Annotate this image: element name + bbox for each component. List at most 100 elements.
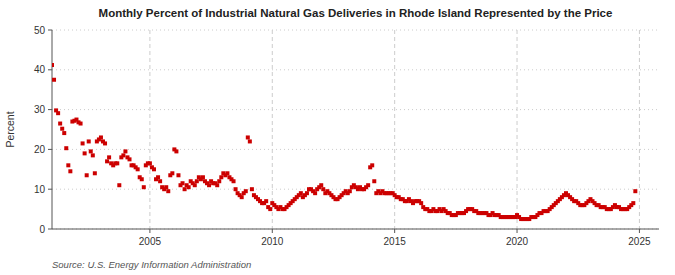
point	[66, 163, 70, 167]
point	[225, 171, 229, 175]
x-axis-line	[52, 229, 659, 230]
y-tick-label: 20	[34, 144, 46, 155]
y-tick	[48, 189, 52, 190]
point	[232, 179, 236, 183]
y-tick-label: 0	[39, 224, 45, 235]
x-tick	[272, 229, 273, 233]
point	[81, 141, 85, 145]
point	[366, 183, 370, 187]
point	[107, 155, 111, 159]
point	[195, 179, 199, 183]
x-tick-label: 2020	[506, 236, 529, 247]
point	[142, 185, 146, 189]
point	[64, 146, 68, 150]
points	[52, 63, 637, 221]
point	[250, 187, 254, 191]
point	[370, 163, 374, 167]
point	[52, 63, 54, 67]
point	[268, 207, 272, 211]
source: Source: U.S. Energy Information Administ…	[52, 259, 251, 270]
point	[115, 161, 119, 165]
y-tick	[48, 149, 52, 150]
point	[176, 173, 180, 177]
point	[128, 157, 132, 161]
y-tick-label: 10	[34, 184, 46, 195]
point	[152, 167, 156, 171]
point	[321, 187, 325, 191]
y-tick	[48, 69, 52, 70]
point	[123, 149, 127, 153]
x-tick-label: 2005	[139, 236, 162, 247]
point	[248, 139, 252, 143]
point	[91, 153, 95, 157]
grid-line-y	[52, 109, 659, 110]
point	[158, 179, 162, 183]
point	[240, 195, 244, 199]
grid-line-y	[52, 229, 659, 230]
point	[299, 191, 303, 195]
point	[136, 167, 140, 171]
point	[166, 189, 170, 193]
point	[89, 149, 93, 153]
chart: Monthly Percent of Industrial Natural Ga…	[0, 0, 675, 275]
point	[174, 149, 178, 153]
point	[68, 169, 72, 173]
point	[631, 201, 635, 205]
point	[140, 177, 144, 181]
point	[99, 135, 103, 139]
point	[56, 111, 60, 115]
point	[217, 179, 221, 183]
y-tick	[48, 30, 52, 31]
point	[121, 153, 125, 157]
point	[207, 183, 211, 187]
y-tick	[48, 229, 52, 230]
y-tick-label: 50	[34, 25, 46, 36]
point	[117, 183, 121, 187]
point	[52, 78, 56, 82]
point	[58, 122, 62, 126]
point	[319, 183, 323, 187]
point	[181, 181, 185, 185]
point	[156, 175, 160, 179]
point	[264, 199, 268, 203]
point	[85, 173, 89, 177]
y-tick	[48, 109, 52, 110]
y-tick-label: 40	[34, 64, 46, 75]
point	[103, 141, 107, 145]
point	[372, 179, 376, 183]
point	[193, 183, 197, 187]
point	[633, 189, 637, 193]
point	[62, 131, 66, 135]
point	[183, 187, 187, 191]
x-tick-label: 2025	[628, 236, 651, 247]
point	[305, 191, 309, 195]
point	[419, 201, 423, 205]
point	[93, 171, 97, 175]
grid-line-y	[52, 149, 659, 150]
point	[219, 175, 223, 179]
point	[348, 189, 352, 193]
point	[313, 191, 317, 195]
point	[234, 187, 238, 191]
y-tick-label: 30	[34, 104, 46, 115]
grid-line-x	[639, 30, 640, 229]
point	[201, 175, 205, 179]
y-axis-label: Percent	[4, 111, 16, 147]
point	[79, 122, 83, 126]
grid-line-x	[149, 30, 150, 229]
point	[187, 185, 191, 189]
point	[148, 161, 152, 165]
point	[244, 189, 248, 193]
point	[60, 127, 64, 131]
title: Monthly Percent of Industrial Natural Ga…	[99, 7, 613, 19]
x-tick	[394, 229, 395, 233]
x-tick-label: 2015	[384, 236, 407, 247]
point	[170, 171, 174, 175]
grid-line-x	[272, 30, 273, 229]
grid-line-y	[52, 30, 659, 31]
point	[215, 183, 219, 187]
point	[246, 135, 250, 139]
grid-line-x	[517, 30, 518, 229]
x-tick	[639, 229, 640, 233]
x-tick	[517, 229, 518, 233]
